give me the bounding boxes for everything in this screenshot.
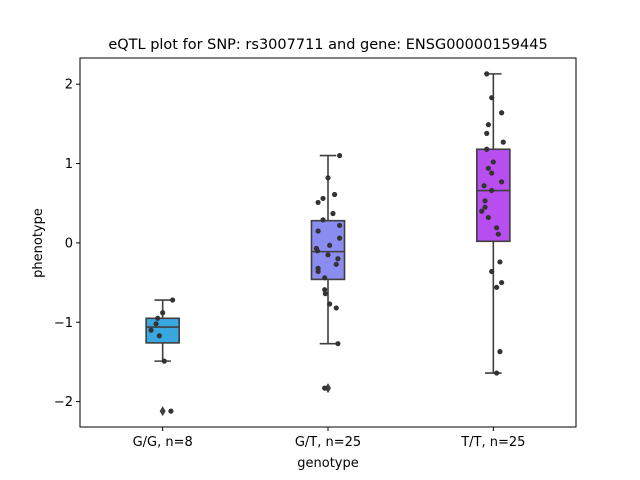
data-point [495,231,501,237]
data-point [160,310,166,316]
y-axis-label: phenotype [31,208,46,278]
data-point [482,204,488,210]
data-point [168,408,174,414]
data-point [484,130,490,136]
data-point [336,222,343,229]
plot-area: −2 −1 0 1 2 G/G, n=8 G/T, n=25 T/T, n=25 [54,57,577,450]
data-point [489,187,495,194]
y-tick-label: −1 [54,316,73,331]
y-tick-label: 2 [65,78,73,93]
data-point [327,242,333,248]
data-point [489,170,495,176]
chart-title: eQTL plot for SNP: rs3007711 and gene: E… [108,37,547,53]
data-point [156,333,162,339]
data-point [494,370,500,376]
data-point [499,110,505,116]
data-point [494,225,500,231]
data-point [315,228,321,234]
data-point [485,165,491,171]
data-point [489,95,495,101]
data-point [335,341,341,347]
data-point [481,183,487,189]
data-point [332,191,338,198]
x-tick-label: G/G, n=8 [133,435,193,450]
data-point [153,321,159,327]
x-axis-label: genotype [297,456,358,471]
data-point [148,327,154,333]
data-point [315,199,321,206]
data-point [485,214,491,221]
x-tick-label: T/T, n=25 [460,435,525,450]
data-point [484,71,490,77]
data-point [161,358,167,364]
data-point [494,284,500,290]
data-point [333,261,339,267]
y-tick-label: 0 [65,236,73,251]
outlier-marker [325,383,331,394]
data-point [169,297,176,303]
data-point [485,122,491,128]
data-point [330,210,336,217]
data-point [315,268,321,275]
data-point [499,179,505,185]
data-point [320,195,326,202]
data-point [500,139,506,145]
data-point [489,268,495,275]
data-point [322,287,328,293]
data-point [325,252,331,258]
y-tick-label: −2 [54,395,73,410]
data-point [499,279,505,286]
data-point [335,256,341,262]
data-point [322,385,328,391]
data-point [314,248,321,254]
y-tick-label: 1 [65,157,73,172]
data-point [155,315,161,321]
data-point [479,208,485,214]
data-point [322,275,328,281]
data-point [322,291,328,297]
data-point [490,159,496,165]
data-point [333,305,339,311]
x-tick-label: G/T, n=25 [295,435,361,450]
data-point [497,259,503,265]
data-point [325,175,331,181]
data-point [327,301,333,307]
data-point [336,153,343,159]
data-point [484,146,490,152]
outlier-marker [159,406,166,417]
data-point [336,235,343,241]
data-point [320,217,326,223]
box [475,148,511,243]
data-point [482,198,488,204]
data-point [497,349,503,355]
